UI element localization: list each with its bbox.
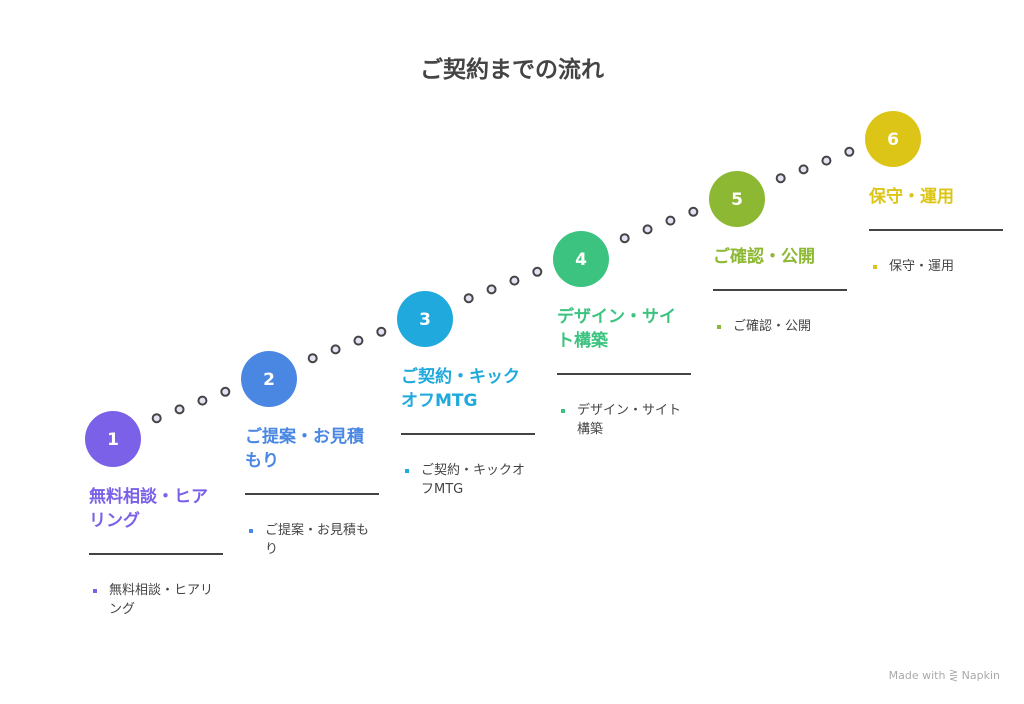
connector-dot xyxy=(463,293,474,304)
bullet-icon xyxy=(93,589,97,593)
step-item: ご契約・キックオフMTG xyxy=(401,461,535,499)
step-item-text: ご契約・キックオフMTG xyxy=(421,463,526,497)
bullet-icon xyxy=(561,409,565,413)
connector-dot xyxy=(821,155,832,166)
step-item: 保守・運用 xyxy=(869,257,1003,276)
connector-dot xyxy=(353,335,364,346)
bullet-icon xyxy=(873,265,877,269)
connector-dot xyxy=(151,413,162,424)
step-item-text: 保守・運用 xyxy=(889,259,955,274)
step-circle xyxy=(397,291,453,347)
connector-dot xyxy=(775,173,786,184)
step-column: 無料相談・ヒアリング 無料相談・ヒアリング xyxy=(89,485,223,619)
step-column: デザイン・サイト構築 デザイン・サイト構築 xyxy=(557,305,691,439)
connector-dot xyxy=(798,164,809,175)
step-circle xyxy=(709,171,765,227)
step-heading: ご契約・キックオフMTG xyxy=(401,365,535,435)
napkin-credit: Made with ⋛ Napkin xyxy=(888,669,1000,682)
step-number: 6 xyxy=(887,130,899,150)
step-number: 1 xyxy=(107,430,119,450)
step-column: ご契約・キックオフMTG ご契約・キックオフMTG xyxy=(401,365,535,499)
step-item: ご提案・お見積もり xyxy=(245,521,379,559)
step-column: 保守・運用 保守・運用 xyxy=(869,185,1003,276)
connector-dot xyxy=(307,353,318,364)
step-column: ご提案・お見積もり ご提案・お見積もり xyxy=(245,425,379,559)
connector-dot xyxy=(197,395,208,406)
step-number: 4 xyxy=(575,250,587,270)
step-item-text: 無料相談・ヒアリング xyxy=(109,583,214,617)
step-number: 5 xyxy=(731,190,743,210)
step-number: 3 xyxy=(419,310,431,330)
bullet-icon xyxy=(249,529,253,533)
step-number: 2 xyxy=(263,370,275,390)
step-item-text: ご確認・公開 xyxy=(733,319,812,334)
bullet-icon xyxy=(405,469,409,473)
step-heading: 保守・運用 xyxy=(869,185,1003,231)
step-item-text: デザイン・サイト構築 xyxy=(577,403,682,437)
connector-dot xyxy=(330,344,341,355)
connector-dot xyxy=(174,404,185,415)
connector-dot xyxy=(486,284,497,295)
step-column: ご確認・公開 ご確認・公開 xyxy=(713,245,847,336)
step-item-text: ご提案・お見積もり xyxy=(265,523,370,557)
step-circle xyxy=(553,231,609,287)
step-heading: ご確認・公開 xyxy=(713,245,847,291)
connector-dot xyxy=(665,215,676,226)
step-circle xyxy=(241,351,297,407)
connector-dot xyxy=(642,224,653,235)
step-circle xyxy=(85,411,141,467)
bullet-icon xyxy=(717,325,721,329)
step-item: デザイン・サイト構築 xyxy=(557,401,691,439)
connector-dot xyxy=(619,233,630,244)
connector-dot xyxy=(844,146,855,157)
page-title: ご契約までの流れ xyxy=(420,57,604,83)
step-heading: 無料相談・ヒアリング xyxy=(89,485,223,555)
step-item: ご確認・公開 xyxy=(713,317,847,336)
connector-dot xyxy=(220,386,231,397)
step-item: 無料相談・ヒアリング xyxy=(89,581,223,619)
step-circle xyxy=(865,111,921,167)
connector-dot xyxy=(688,206,699,217)
step-heading: デザイン・サイト構築 xyxy=(557,305,691,375)
connector-dot xyxy=(509,275,520,286)
connector-dot xyxy=(532,266,543,277)
connector-dot xyxy=(376,326,387,337)
step-heading: ご提案・お見積もり xyxy=(245,425,379,495)
